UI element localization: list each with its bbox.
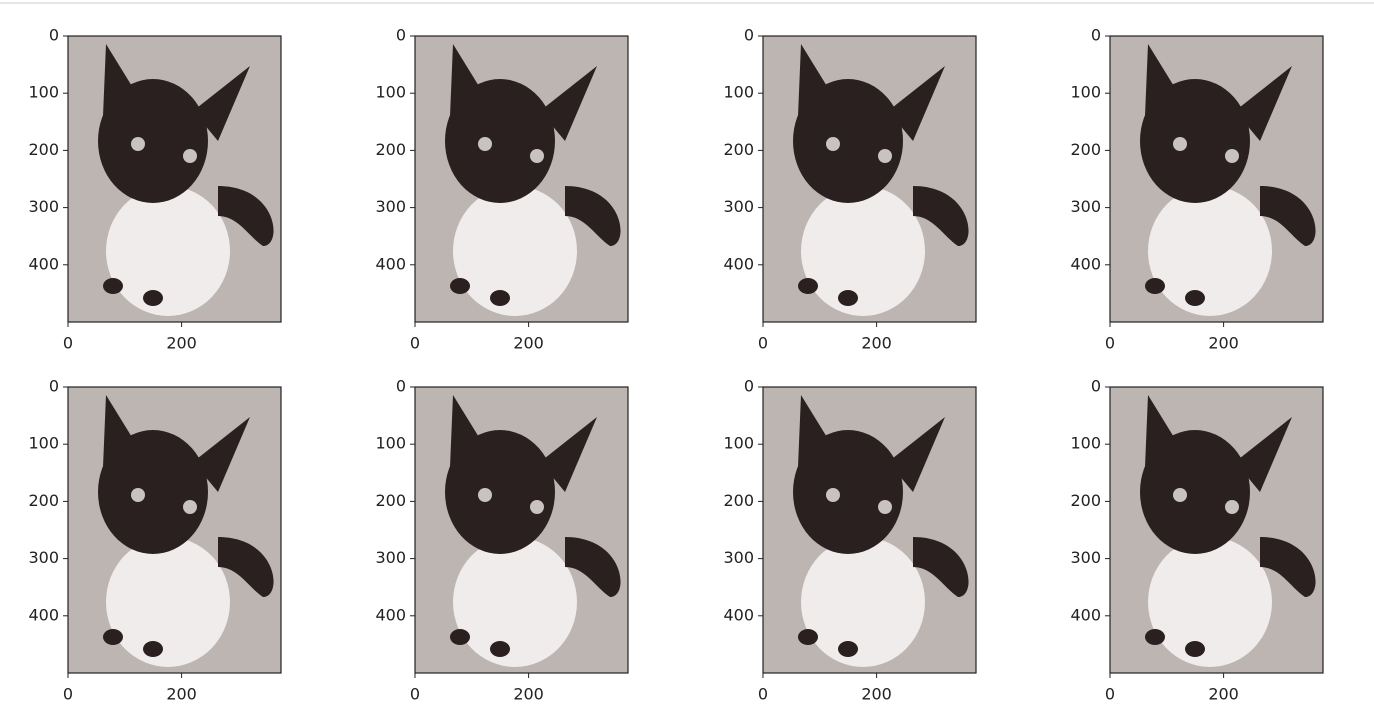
x-tick-label: 0 — [1105, 334, 1115, 353]
y-tick-label: 200 — [375, 140, 406, 159]
y-tick-label: 0 — [49, 26, 59, 45]
axes-frame — [762, 386, 977, 674]
x-tick-label: 200 — [1208, 334, 1239, 353]
y-tick-label: 300 — [375, 548, 406, 567]
y-tick-label: 300 — [1070, 548, 1101, 567]
y-tick-label: 300 — [723, 197, 754, 216]
y-tick-label: 200 — [723, 491, 754, 510]
x-tick-label: 0 — [758, 334, 768, 353]
y-tick-label: 200 — [723, 140, 754, 159]
y-tick-label: 400 — [723, 254, 754, 273]
x-tick-label: 200 — [1208, 685, 1239, 704]
image — [415, 387, 628, 673]
axes-frame — [67, 35, 282, 323]
y-tick-label: 300 — [1070, 197, 1101, 216]
image — [1110, 387, 1323, 673]
y-tick-label: 0 — [744, 26, 754, 45]
x-tick-label: 0 — [63, 685, 73, 704]
image — [68, 36, 281, 322]
y-tick-label: 0 — [744, 377, 754, 396]
x-tick-label: 0 — [63, 334, 73, 353]
y-tick-label: 100 — [28, 434, 59, 453]
x-tick-label: 200 — [861, 334, 892, 353]
x-tick-label: 200 — [166, 334, 197, 353]
y-tick-label: 100 — [28, 83, 59, 102]
image — [763, 387, 976, 673]
y-tick-label: 400 — [28, 605, 59, 624]
axes-frame — [414, 35, 629, 323]
image — [1110, 36, 1323, 322]
y-tick-label: 300 — [28, 548, 59, 567]
y-tick-label: 0 — [49, 377, 59, 396]
image — [763, 36, 976, 322]
y-tick-label: 400 — [1070, 605, 1101, 624]
y-tick-label: 100 — [1070, 434, 1101, 453]
y-tick-label: 300 — [723, 548, 754, 567]
y-tick-label: 200 — [28, 140, 59, 159]
x-tick-label: 0 — [410, 334, 420, 353]
x-tick-label: 0 — [758, 685, 768, 704]
x-tick-label: 200 — [166, 685, 197, 704]
y-tick-label: 400 — [723, 605, 754, 624]
y-tick-label: 400 — [375, 605, 406, 624]
y-tick-label: 400 — [375, 254, 406, 273]
axes-frame — [1109, 386, 1324, 674]
x-tick-label: 200 — [513, 685, 544, 704]
axes-frame — [1109, 35, 1324, 323]
axes-frame — [67, 386, 282, 674]
x-tick-label: 200 — [861, 685, 892, 704]
axes-frame — [414, 386, 629, 674]
x-tick-label: 0 — [1105, 685, 1115, 704]
y-tick-label: 300 — [28, 197, 59, 216]
y-tick-label: 0 — [1091, 377, 1101, 396]
y-tick-label: 200 — [28, 491, 59, 510]
y-tick-label: 400 — [1070, 254, 1101, 273]
y-tick-label: 200 — [375, 491, 406, 510]
x-tick-label: 0 — [410, 685, 420, 704]
y-tick-label: 0 — [396, 26, 406, 45]
image — [415, 36, 628, 322]
y-tick-label: 300 — [375, 197, 406, 216]
y-tick-label: 100 — [1070, 83, 1101, 102]
y-tick-label: 0 — [1091, 26, 1101, 45]
y-tick-label: 200 — [1070, 140, 1101, 159]
y-tick-label: 100 — [375, 434, 406, 453]
y-tick-label: 0 — [396, 377, 406, 396]
image — [68, 387, 281, 673]
y-tick-label: 200 — [1070, 491, 1101, 510]
axes-frame — [762, 35, 977, 323]
y-tick-label: 100 — [723, 434, 754, 453]
y-tick-label: 100 — [723, 83, 754, 102]
y-tick-label: 400 — [28, 254, 59, 273]
y-tick-label: 100 — [375, 83, 406, 102]
x-tick-label: 200 — [513, 334, 544, 353]
